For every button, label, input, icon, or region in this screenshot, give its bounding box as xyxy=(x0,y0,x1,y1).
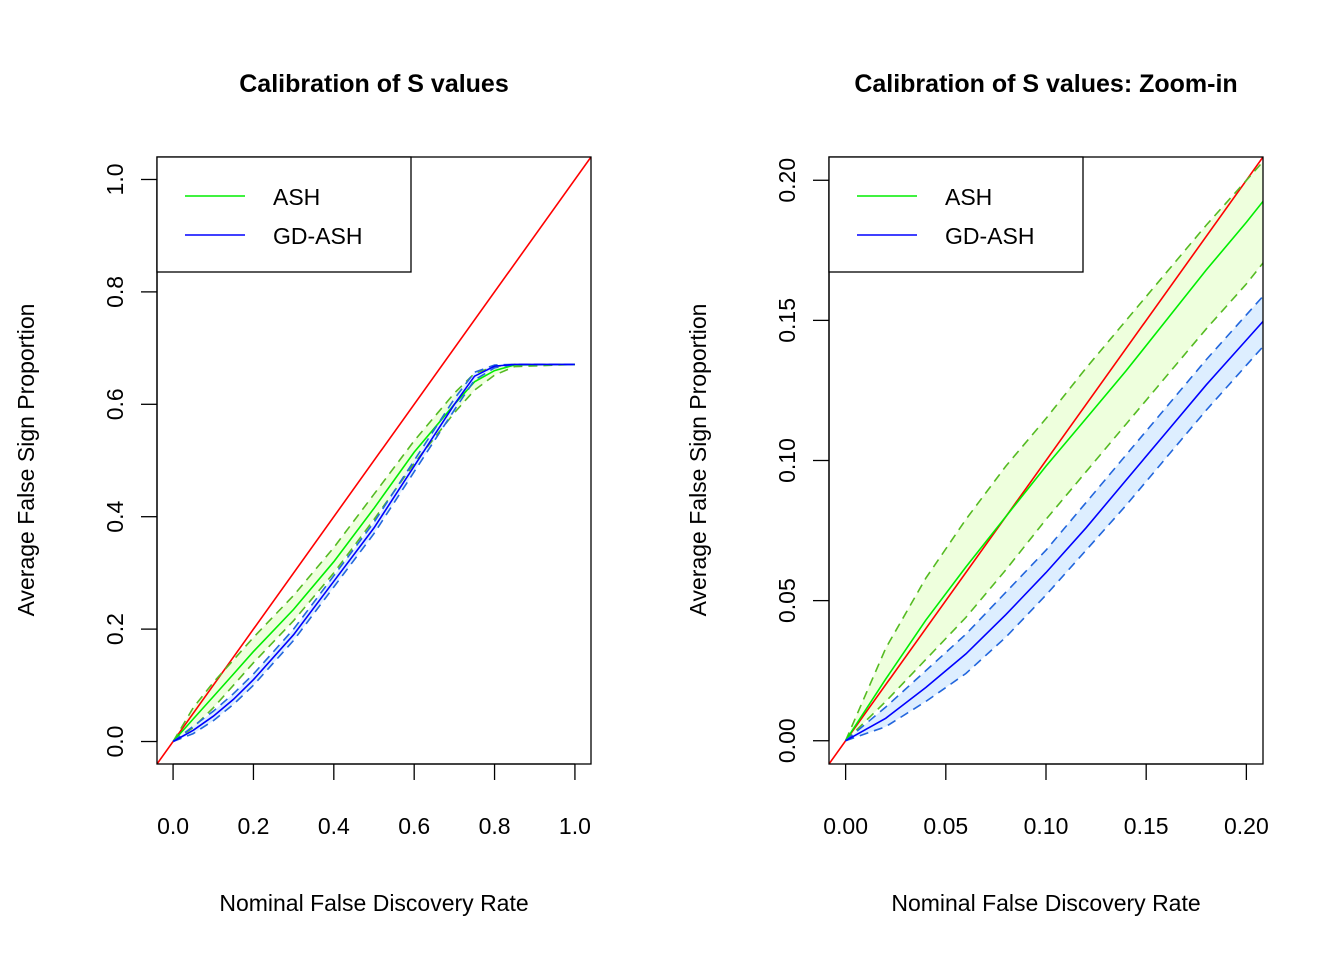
legend-label: ASH xyxy=(945,184,992,210)
identity-line xyxy=(829,157,1263,764)
y-tick-label: 0.15 xyxy=(774,298,800,343)
legend-label: GD-ASH xyxy=(273,223,362,249)
legend-box xyxy=(156,156,412,273)
x-tick-label: 0.4 xyxy=(318,813,350,839)
identity-line xyxy=(157,157,591,764)
y-tick-label: 0.6 xyxy=(102,388,128,420)
x-tick-label: 0.00 xyxy=(823,813,868,839)
x-tick-label: 0.6 xyxy=(398,813,430,839)
y-tick-label: 0.00 xyxy=(774,718,800,763)
lower-bound-line-ash xyxy=(172,363,575,743)
x-tick-label: 0.0 xyxy=(157,813,189,839)
chart-title: Calibration of S values xyxy=(239,70,509,98)
x-axis-label: Nominal False Discovery Rate xyxy=(219,890,528,916)
panel-calibration: Calibration of S values Nominal False Di… xyxy=(13,70,592,916)
x-tick-label: 0.2 xyxy=(237,813,269,839)
upper-bound-line-ash xyxy=(172,363,575,742)
confidence-band-ash xyxy=(173,364,575,742)
series-line-gd-ash xyxy=(845,320,1263,742)
series-line-ash xyxy=(844,200,1263,742)
upper-bound-line-gd-ash xyxy=(845,295,1263,742)
x-tick-label: 0.20 xyxy=(1224,813,1269,839)
y-axis-label: Average False Sign Proportion xyxy=(685,304,711,617)
upper-bound-line-gd-ash xyxy=(172,363,575,743)
legend-label: GD-ASH xyxy=(945,223,1034,249)
panel-calibration-zoom-in: Calibration of S values: Zoom-in Nominal… xyxy=(685,70,1269,916)
y-tick-label: 0.20 xyxy=(774,158,800,203)
lower-bound-line-gd-ash xyxy=(172,363,575,743)
y-tick-label: 0.4 xyxy=(102,501,128,533)
x-tick-label: 0.15 xyxy=(1124,813,1169,839)
y-tick-label: 0.2 xyxy=(102,613,128,645)
lower-bound-line-ash xyxy=(845,261,1263,742)
legend: ASH GD-ASH xyxy=(156,156,412,273)
legend-box xyxy=(828,156,1084,273)
y-tick-label: 0.10 xyxy=(774,438,800,483)
legend-label: ASH xyxy=(273,184,320,210)
x-tick-label: 0.10 xyxy=(1024,813,1069,839)
y-tick-label: 0.0 xyxy=(102,726,128,758)
x-tick-label: 0.05 xyxy=(923,813,968,839)
lower-bound-line-gd-ash xyxy=(845,345,1263,742)
plot-area xyxy=(157,157,591,764)
y-axis-label: Average False Sign Proportion xyxy=(13,304,39,617)
plot-area xyxy=(829,157,1263,764)
x-axis-label: Nominal False Discovery Rate xyxy=(891,890,1200,916)
upper-bound-line-ash xyxy=(844,160,1263,742)
y-tick-label: 1.0 xyxy=(102,163,128,195)
chart-title: Calibration of S values: Zoom-in xyxy=(854,70,1237,98)
x-tick-label: 1.0 xyxy=(559,813,591,839)
series-line-gd-ash xyxy=(172,363,575,743)
x-tick-label: 0.8 xyxy=(479,813,511,839)
series-line-ash xyxy=(172,363,575,743)
y-tick-label: 0.05 xyxy=(774,578,800,623)
legend: ASH GD-ASH xyxy=(828,156,1084,273)
y-tick-label: 0.8 xyxy=(102,276,128,308)
